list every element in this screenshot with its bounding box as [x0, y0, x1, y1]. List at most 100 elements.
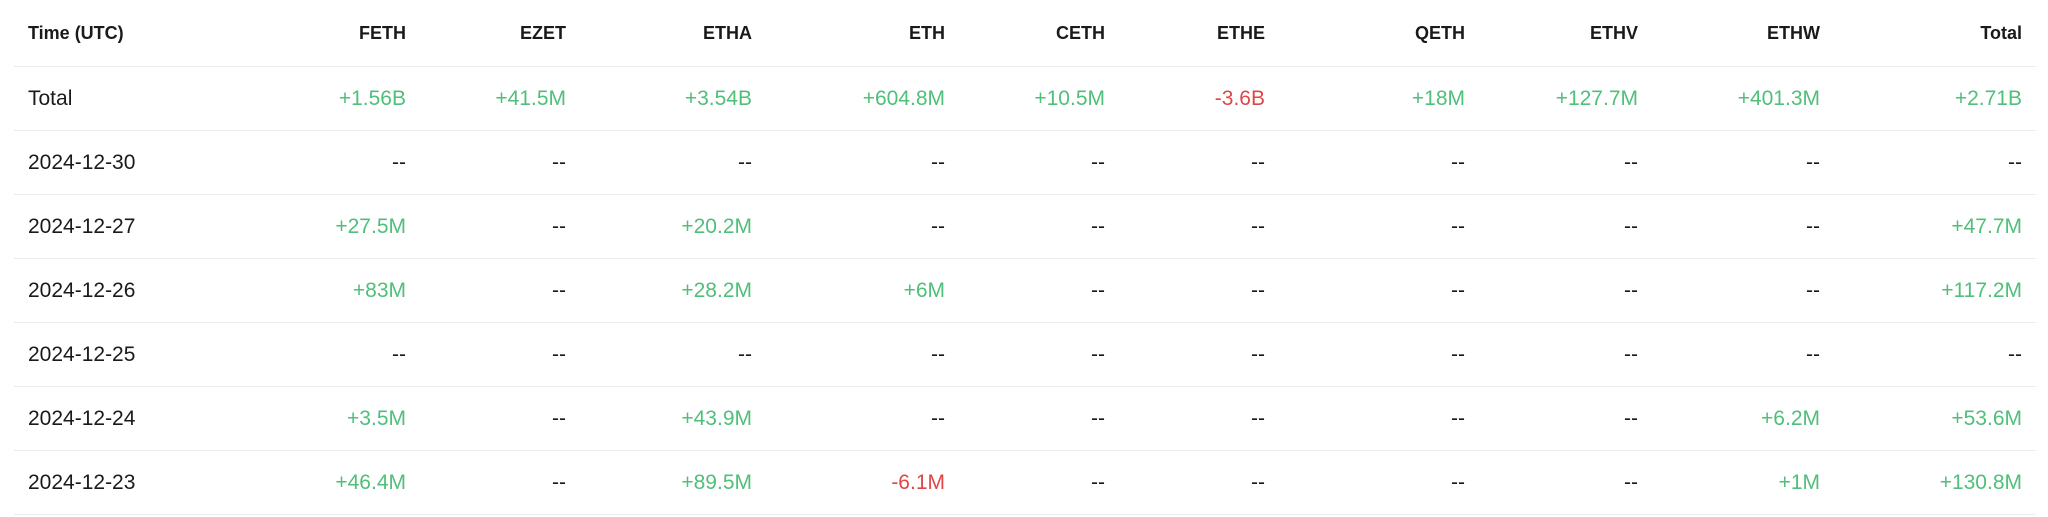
- table-row: 2024-12-24 +3.5M -- +43.9M -- -- -- -- -- +6.2M +5…: [14, 386, 2036, 451]
- flow-value-eth: --: [766, 322, 959, 387]
- flow-value-ezet: --: [420, 386, 580, 451]
- flow-value-ethv: --: [1479, 322, 1652, 387]
- flow-value-ethv: --: [1479, 450, 1652, 515]
- flow-value-qeth: +18M: [1279, 66, 1479, 131]
- flow-value-feth: +27.5M: [214, 194, 420, 259]
- flow-value-qeth: --: [1279, 386, 1479, 451]
- flow-value-ezet: +41.5M: [420, 66, 580, 131]
- flow-value-ethe: --: [1119, 386, 1279, 451]
- row-date-label: 2024-12-27: [14, 194, 214, 259]
- table-row-total: Total +1.56B +41.5M +3.54B +604.8M +10.5M -3.6…: [14, 66, 2036, 131]
- flow-value-total: --: [1834, 130, 2036, 195]
- flow-value-ceth: --: [959, 130, 1119, 195]
- etf-flows-table: Time (UTC) FETH EZET ETHA ETH CETH ETHE QETH ETH…: [14, 0, 2036, 515]
- flow-value-ceth: --: [959, 258, 1119, 323]
- row-date-label: Total: [14, 66, 214, 131]
- flow-value-ezet: --: [420, 194, 580, 259]
- flow-value-ethw: +401.3M: [1652, 66, 1834, 131]
- flow-value-ethv: --: [1479, 194, 1652, 259]
- flow-value-ceth: +10.5M: [959, 66, 1119, 131]
- flow-value-total: +130.8M: [1834, 450, 2036, 515]
- flow-value-ezet: --: [420, 130, 580, 195]
- flow-value-etha: --: [580, 322, 766, 387]
- flow-value-ethe: --: [1119, 258, 1279, 323]
- flow-value-total: +2.71B: [1834, 66, 2036, 131]
- flow-value-ethe: -3.6B: [1119, 66, 1279, 131]
- flow-value-etha: +20.2M: [580, 194, 766, 259]
- flow-value-ethv: --: [1479, 258, 1652, 323]
- flow-value-eth: -6.1M: [766, 450, 959, 515]
- table-row: 2024-12-27 +27.5M -- +20.2M -- -- -- -- -- -- +47.…: [14, 194, 2036, 259]
- column-header-ezet: EZET: [420, 0, 580, 67]
- flow-value-eth: --: [766, 130, 959, 195]
- flow-value-ethv: --: [1479, 130, 1652, 195]
- flow-value-ceth: --: [959, 450, 1119, 515]
- table-header: Time (UTC) FETH EZET ETHA ETH CETH ETHE QETH ETH…: [14, 0, 2036, 67]
- flow-value-qeth: --: [1279, 450, 1479, 515]
- table-row: 2024-12-26 +83M -- +28.2M +6M -- -- -- -- -- +117.…: [14, 258, 2036, 323]
- column-header-ethv: ETHV: [1479, 0, 1652, 67]
- flow-value-etha: +43.9M: [580, 386, 766, 451]
- flow-value-total: +53.6M: [1834, 386, 2036, 451]
- flow-value-total: +117.2M: [1834, 258, 2036, 323]
- flow-value-etha: +28.2M: [580, 258, 766, 323]
- column-header-ethe: ETHE: [1119, 0, 1279, 67]
- column-header-time: Time (UTC): [14, 0, 214, 67]
- row-date-label: 2024-12-26: [14, 258, 214, 323]
- table-row: 2024-12-30 -- -- -- -- -- -- -- -- -- --: [14, 130, 2036, 195]
- flow-value-etha: +89.5M: [580, 450, 766, 515]
- etf-flows-table-container: Time (UTC) FETH EZET ETHA ETH CETH ETHE QETH ETH…: [14, 0, 2036, 515]
- flow-value-etha: +3.54B: [580, 66, 766, 131]
- flow-value-ethv: --: [1479, 386, 1652, 451]
- table-body: Total +1.56B +41.5M +3.54B +604.8M +10.5M -3.6…: [14, 66, 2036, 515]
- flow-value-eth: --: [766, 386, 959, 451]
- flow-value-qeth: --: [1279, 130, 1479, 195]
- flow-value-feth: +1.56B: [214, 66, 420, 131]
- flow-value-feth: --: [214, 130, 420, 195]
- flow-value-ethw: --: [1652, 130, 1834, 195]
- flow-value-ezet: --: [420, 322, 580, 387]
- flow-value-feth: +83M: [214, 258, 420, 323]
- flow-value-qeth: --: [1279, 322, 1479, 387]
- flow-value-ethe: --: [1119, 322, 1279, 387]
- column-header-etha: ETHA: [580, 0, 766, 67]
- flow-value-eth: +6M: [766, 258, 959, 323]
- flow-value-qeth: --: [1279, 194, 1479, 259]
- flow-value-eth: --: [766, 194, 959, 259]
- flow-value-feth: +3.5M: [214, 386, 420, 451]
- column-header-qeth: QETH: [1279, 0, 1479, 67]
- flow-value-feth: +46.4M: [214, 450, 420, 515]
- column-header-eth: ETH: [766, 0, 959, 67]
- column-header-total: Total: [1834, 0, 2036, 67]
- column-header-feth: FETH: [214, 0, 420, 67]
- header-row: Time (UTC) FETH EZET ETHA ETH CETH ETHE QETH ETH…: [14, 0, 2036, 67]
- row-date-label: 2024-12-25: [14, 322, 214, 387]
- column-header-ceth: CETH: [959, 0, 1119, 67]
- flow-value-total: --: [1834, 322, 2036, 387]
- flow-value-qeth: --: [1279, 258, 1479, 323]
- flow-value-ethe: --: [1119, 194, 1279, 259]
- flow-value-ethw: --: [1652, 322, 1834, 387]
- row-date-label: 2024-12-24: [14, 386, 214, 451]
- flow-value-ethv: +127.7M: [1479, 66, 1652, 131]
- flow-value-eth: +604.8M: [766, 66, 959, 131]
- flow-value-ethw: --: [1652, 258, 1834, 323]
- flow-value-ceth: --: [959, 322, 1119, 387]
- flow-value-ethw: +1M: [1652, 450, 1834, 515]
- flow-value-ceth: --: [959, 194, 1119, 259]
- flow-value-ceth: --: [959, 386, 1119, 451]
- flow-value-ezet: --: [420, 450, 580, 515]
- row-date-label: 2024-12-30: [14, 130, 214, 195]
- flow-value-ethw: --: [1652, 194, 1834, 259]
- row-date-label: 2024-12-23: [14, 450, 214, 515]
- flow-value-ezet: --: [420, 258, 580, 323]
- column-header-ethw: ETHW: [1652, 0, 1834, 67]
- flow-value-ethw: +6.2M: [1652, 386, 1834, 451]
- flow-value-ethe: --: [1119, 450, 1279, 515]
- flow-value-etha: --: [580, 130, 766, 195]
- flow-value-ethe: --: [1119, 130, 1279, 195]
- table-row: 2024-12-25 -- -- -- -- -- -- -- -- -- --: [14, 322, 2036, 387]
- flow-value-total: +47.7M: [1834, 194, 2036, 259]
- table-row: 2024-12-23 +46.4M -- +89.5M -6.1M -- -- -- -- +1M…: [14, 450, 2036, 515]
- flow-value-feth: --: [214, 322, 420, 387]
